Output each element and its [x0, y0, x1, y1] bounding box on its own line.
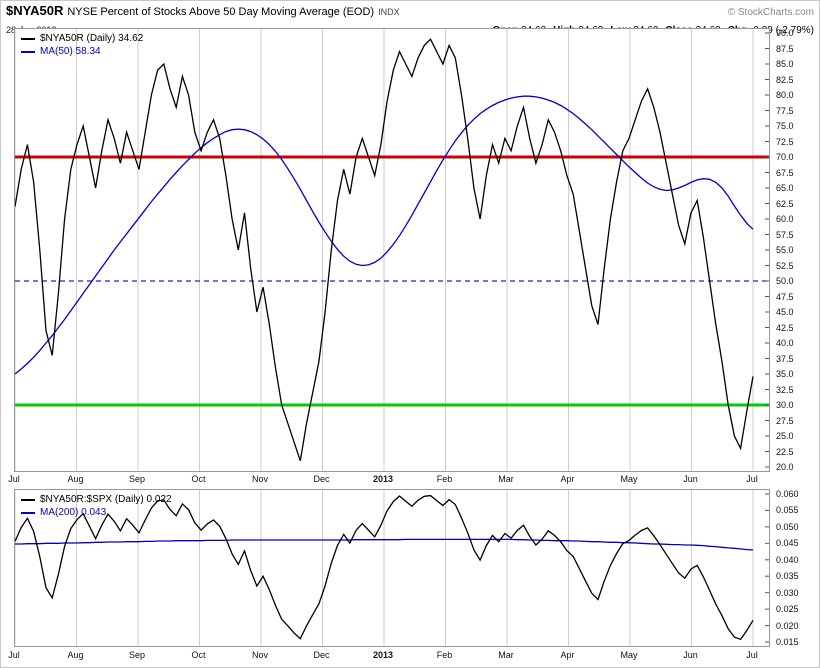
main-chart-panel: $NYA50R (Daily) 34.62 MA(50) 58.34: [14, 28, 770, 472]
y-axis-tick-label: 55.0: [776, 245, 794, 255]
x-axis-tick-label: May: [620, 650, 638, 660]
x-axis-tick-label: Oct: [191, 650, 206, 660]
x-axis-tick-label: Jun: [683, 474, 698, 484]
y-axis-tick-label: 0.015: [776, 637, 799, 647]
y-axis-tick-label: 0.050: [776, 521, 799, 532]
y-axis-tick-label: 0.020: [776, 620, 799, 631]
main-x-axis: Jul Aug Sep Oct Nov Dec 2013 Feb Mar Apr May Jun Jul: [0, 474, 820, 488]
legend-label: MA(200) 0.043: [40, 507, 107, 518]
x-axis-tick-label: Jul: [746, 650, 758, 660]
MA50-line: [15, 95, 754, 375]
x-axis-tick-label: Mar: [498, 474, 514, 484]
y-axis-tick-label: 62.5: [776, 198, 794, 209]
y-axis-tick-label: 85.0: [776, 59, 794, 69]
y-axis-tick-label: 0.030: [776, 587, 799, 598]
x-axis-tick-label: Feb: [436, 474, 453, 484]
x-axis-tick-label: Dec: [313, 474, 330, 484]
NYA50R-SPX-ratio-line: [15, 494, 754, 641]
legend-label: MA(50) 58.34: [40, 46, 101, 57]
ratio-chart-canvas: [15, 490, 769, 646]
x-axis-tick-label: Dec: [313, 650, 330, 660]
legend-label: $NYA50R (Daily) 34.62: [40, 33, 144, 44]
y-axis-tick-label: 82.5: [776, 74, 794, 85]
x-axis-tick-label: 2013: [372, 474, 394, 484]
y-axis-tick-label: 22.5: [776, 446, 794, 457]
x-axis-tick-label: May: [620, 474, 638, 484]
y-axis-tick-label: 0.045: [776, 538, 799, 549]
legend-entry: MA(50) 58.34: [21, 45, 143, 58]
y-axis-tick-label: 57.5: [776, 229, 794, 240]
y-axis-tick-label: 60.0: [776, 214, 794, 224]
y-axis-tick-label: 65.0: [776, 183, 794, 193]
NYA50R-line: [15, 38, 754, 462]
y-axis-tick-label: 40.0: [776, 338, 794, 348]
legend-line-swatch-icon: [21, 498, 35, 501]
x-axis-tick-label: Aug: [67, 650, 84, 660]
legend-line-swatch-icon: [21, 37, 35, 40]
y-axis-tick-label: 0.055: [776, 505, 799, 516]
main-chart-legend: $NYA50R (Daily) 34.62 MA(50) 58.34: [21, 32, 143, 58]
MA200-line: [15, 538, 754, 551]
x-axis-tick-label: Jul: [8, 650, 20, 660]
ratio-x-axis: Jul Aug Sep Oct Nov Dec 2013 Feb Mar Apr May Jun Jul: [0, 650, 820, 664]
x-axis-tick-label: 2013: [372, 650, 394, 660]
y-axis-tick-label: 75.0: [776, 121, 794, 131]
legend-entry: $NYA50R (Daily) 34.62: [21, 32, 143, 45]
y-axis-tick-label: 0.025: [776, 604, 799, 615]
legend-entry: MA(200) 0.043: [21, 506, 172, 519]
y-axis-tick-label: 20.0: [776, 462, 794, 472]
ratio-chart-legend: $NYA50R:$SPX (Daily) 0.022 MA(200) 0.043: [21, 493, 172, 519]
y-axis-tick-label: 80.0: [776, 90, 794, 100]
y-axis-tick-label: 27.5: [776, 415, 794, 426]
x-axis-tick-label: Mar: [498, 650, 514, 660]
legend-entry: $NYA50R:$SPX (Daily) 0.022: [21, 493, 172, 506]
ratio-chart-panel: $NYA50R:$SPX (Daily) 0.022 MA(200) 0.043: [14, 489, 770, 647]
x-axis-tick-label: Sep: [128, 474, 146, 484]
copyright-notice: © StockCharts.com: [727, 7, 814, 18]
y-axis-tick-label: 52.5: [776, 260, 794, 271]
main-y-axis: 90.0 87.5 85.0 82.5 80.0 77.5 75.0 72.5 70.0 67.5…: [773, 28, 818, 472]
main-chart-canvas: [15, 29, 769, 471]
y-axis-tick-label: 67.5: [776, 167, 794, 178]
change-value: -0.99 (-2.79%): [750, 25, 814, 36]
x-axis-tick-label: Apr: [560, 474, 575, 484]
x-axis-tick-label: Aug: [67, 474, 84, 484]
x-axis-tick-label: Oct: [191, 474, 206, 484]
y-axis-tick-label: 32.5: [776, 384, 794, 395]
ratio-y-axis: 0.060 0.055 0.050 0.045 0.040 0.035 0.030 0.025…: [773, 489, 818, 647]
y-axis-tick-label: 87.5: [776, 43, 794, 54]
ticker-symbol: $NYA50R: [6, 3, 64, 18]
y-axis-tick-label: 70.0: [776, 152, 794, 162]
title-group: $NYA50R NYSE Percent of Stocks Above 50 D…: [6, 2, 400, 20]
x-axis-tick-label: Jul: [8, 474, 20, 484]
y-axis-tick-label: 90.0: [776, 28, 794, 38]
x-axis-tick-label: Nov: [251, 650, 269, 660]
x-axis-tick-label: Jun: [683, 650, 698, 660]
legend-line-swatch-icon: [21, 50, 35, 53]
y-axis-tick-label: 35.0: [776, 369, 794, 379]
y-axis-tick-label: 50.0: [776, 276, 794, 286]
legend-label: $NYA50R:$SPX (Daily) 0.022: [40, 494, 172, 505]
y-axis-tick-label: 77.5: [776, 105, 794, 116]
x-axis-tick-label: Nov: [251, 474, 269, 484]
y-axis-tick-label: 42.5: [776, 322, 794, 333]
y-axis-tick-label: 0.040: [776, 554, 799, 565]
y-axis-tick-label: 37.5: [776, 353, 794, 364]
x-axis-tick-label: Jul: [746, 474, 758, 484]
x-axis-tick-label: Apr: [560, 650, 575, 660]
x-axis-tick-label: Sep: [128, 650, 146, 660]
page-title: NYSE Percent of Stocks Above 50 Day Movi…: [67, 6, 375, 18]
exchange-label: INDX: [378, 7, 400, 17]
y-axis-tick-label: 30.0: [776, 400, 794, 410]
y-axis-tick-label: 45.0: [776, 307, 794, 317]
x-axis-tick-label: Feb: [436, 650, 453, 660]
y-axis-tick-label: 47.5: [776, 291, 794, 302]
y-axis-tick-label: 25.0: [776, 431, 794, 441]
y-axis-tick-label: 0.035: [776, 571, 799, 582]
y-axis-tick-label: 72.5: [776, 136, 794, 147]
legend-line-swatch-icon: [21, 511, 35, 514]
y-axis-tick-label: 0.060: [776, 489, 799, 499]
header-title-row: $NYA50R NYSE Percent of Stocks Above 50 D…: [6, 2, 814, 20]
